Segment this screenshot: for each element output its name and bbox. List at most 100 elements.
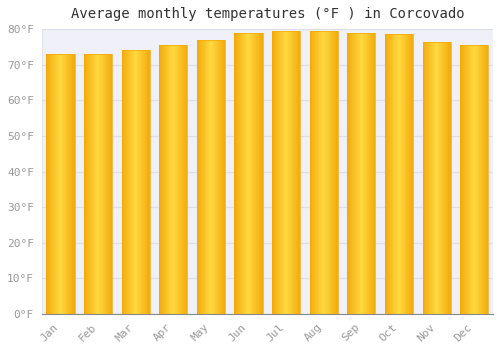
Bar — [84, 54, 85, 314]
Bar — [94, 54, 95, 314]
Bar — [389, 34, 390, 314]
Bar — [247, 33, 248, 314]
Bar — [177, 45, 178, 314]
Bar — [364, 33, 365, 314]
Bar — [138, 50, 139, 314]
Bar — [60, 54, 61, 314]
Bar — [234, 33, 235, 314]
Bar — [246, 33, 247, 314]
Bar — [430, 42, 431, 314]
Bar — [468, 45, 469, 314]
Bar — [245, 33, 246, 314]
Bar — [310, 31, 338, 314]
Bar — [410, 34, 411, 314]
Bar — [181, 45, 182, 314]
Bar — [170, 45, 171, 314]
Bar — [105, 54, 106, 314]
Bar — [476, 45, 477, 314]
Bar — [237, 33, 238, 314]
Bar — [285, 31, 286, 314]
Bar — [179, 45, 180, 314]
Bar — [198, 40, 199, 314]
Bar — [88, 54, 89, 314]
Bar — [399, 34, 400, 314]
Bar — [221, 40, 222, 314]
Bar — [244, 33, 245, 314]
Bar — [362, 33, 363, 314]
Bar — [390, 34, 391, 314]
Bar — [137, 50, 138, 314]
Bar — [311, 31, 312, 314]
Bar — [67, 54, 68, 314]
Bar — [252, 33, 253, 314]
Bar — [131, 50, 132, 314]
Bar — [125, 50, 126, 314]
Bar — [172, 45, 174, 314]
Bar — [249, 33, 250, 314]
Bar — [148, 50, 149, 314]
Bar — [142, 50, 143, 314]
Bar — [486, 45, 487, 314]
Bar — [182, 45, 183, 314]
Bar — [162, 45, 163, 314]
Bar — [392, 34, 393, 314]
Bar — [62, 54, 63, 314]
Bar — [387, 34, 388, 314]
Bar — [299, 31, 300, 314]
Bar — [256, 33, 257, 314]
Bar — [402, 34, 403, 314]
Bar — [356, 33, 357, 314]
Bar — [146, 50, 147, 314]
Bar — [426, 42, 427, 314]
Bar — [259, 33, 260, 314]
Bar — [406, 34, 407, 314]
Bar — [70, 54, 71, 314]
Bar — [444, 42, 445, 314]
Bar — [295, 31, 296, 314]
Bar — [460, 45, 462, 314]
Bar — [276, 31, 277, 314]
Bar — [111, 54, 112, 314]
Bar — [46, 54, 74, 314]
Bar — [349, 33, 350, 314]
Bar — [330, 31, 331, 314]
Bar — [51, 54, 52, 314]
Bar — [351, 33, 352, 314]
Bar — [332, 31, 333, 314]
Bar — [260, 33, 261, 314]
Bar — [313, 31, 314, 314]
Bar — [437, 42, 438, 314]
Bar — [103, 54, 104, 314]
Bar — [139, 50, 140, 314]
Bar — [465, 45, 466, 314]
Bar — [374, 33, 375, 314]
Bar — [168, 45, 170, 314]
Bar — [126, 50, 127, 314]
Bar — [359, 33, 360, 314]
Bar — [206, 40, 207, 314]
Bar — [348, 33, 349, 314]
Bar — [275, 31, 276, 314]
Bar — [460, 45, 488, 314]
Bar — [69, 54, 70, 314]
Bar — [361, 33, 362, 314]
Bar — [71, 54, 72, 314]
Bar — [367, 33, 368, 314]
Bar — [427, 42, 428, 314]
Bar — [90, 54, 91, 314]
Bar — [487, 45, 488, 314]
Bar — [132, 50, 133, 314]
Bar — [57, 54, 58, 314]
Bar — [472, 45, 473, 314]
Bar — [294, 31, 295, 314]
Bar — [185, 45, 186, 314]
Bar — [123, 50, 124, 314]
Bar — [440, 42, 441, 314]
Bar — [239, 33, 240, 314]
Bar — [253, 33, 254, 314]
Bar — [222, 40, 224, 314]
Bar — [316, 31, 317, 314]
Bar — [140, 50, 141, 314]
Bar — [335, 31, 336, 314]
Bar — [372, 33, 373, 314]
